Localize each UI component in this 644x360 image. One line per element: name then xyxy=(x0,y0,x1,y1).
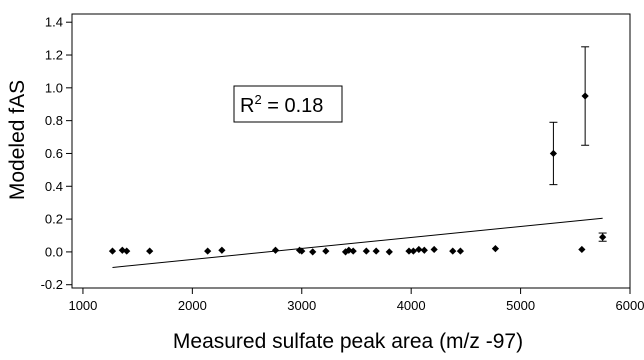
point-layer xyxy=(108,46,607,256)
data-point xyxy=(309,248,317,256)
frame-layer xyxy=(71,13,631,289)
x-tick-label: 1000 xyxy=(68,298,97,313)
data-point xyxy=(456,247,465,255)
regression-line xyxy=(112,217,603,268)
data-point xyxy=(362,247,370,255)
x-tick-label: 4000 xyxy=(397,298,426,313)
data-point xyxy=(123,247,131,255)
y-tick-label: -0.2 xyxy=(41,277,63,292)
data-point xyxy=(108,247,117,255)
data-point xyxy=(415,245,423,254)
y-tick-label: 0.2 xyxy=(45,212,63,227)
data-point xyxy=(409,247,417,255)
data-point xyxy=(549,149,558,158)
data-point xyxy=(430,245,438,254)
data-point xyxy=(420,246,428,254)
x-axis-title: Measured sulfate peak area (m/z -97) xyxy=(173,330,523,353)
y-tick-label: 1.2 xyxy=(45,48,63,63)
y-tick-label: 0.0 xyxy=(45,244,63,259)
data-point xyxy=(405,247,413,255)
fit-layer xyxy=(112,217,603,268)
data-point xyxy=(271,246,280,254)
plot-frame xyxy=(71,13,631,289)
y-tick-label: 0.4 xyxy=(45,179,63,194)
data-point xyxy=(322,247,330,255)
y-tick-label: 1.4 xyxy=(45,15,63,30)
y-tick-label: 1.0 xyxy=(45,80,63,95)
data-point xyxy=(599,233,607,241)
data-point xyxy=(298,247,306,255)
x-tick-label: 6000 xyxy=(616,298,644,313)
data-point xyxy=(204,247,212,255)
r-squared-annotation: R2 = 0.18 xyxy=(233,85,343,123)
data-point xyxy=(146,247,154,255)
y-tick-label: 0.8 xyxy=(45,113,63,128)
data-point xyxy=(372,247,380,255)
data-point xyxy=(385,248,393,256)
data-point xyxy=(578,245,586,254)
annotation-box xyxy=(233,85,343,123)
y-axis-title: Modeled fAS xyxy=(6,80,29,200)
tick-layer: 1000 2000 3000 4000 5000 6000 -0.2 0.0 0.2 0.4 0.6… xyxy=(41,15,644,313)
x-tick-label: 2000 xyxy=(178,298,207,313)
data-point xyxy=(449,247,457,255)
x-tick-label: 3000 xyxy=(287,298,316,313)
y-tick-label: 0.6 xyxy=(45,146,63,161)
data-point xyxy=(581,92,589,100)
data-point xyxy=(218,246,226,254)
x-tick-label: 5000 xyxy=(506,298,535,313)
data-point xyxy=(349,247,357,255)
data-point xyxy=(491,245,500,253)
annotation-text: R2 = 0.18 xyxy=(240,92,323,117)
